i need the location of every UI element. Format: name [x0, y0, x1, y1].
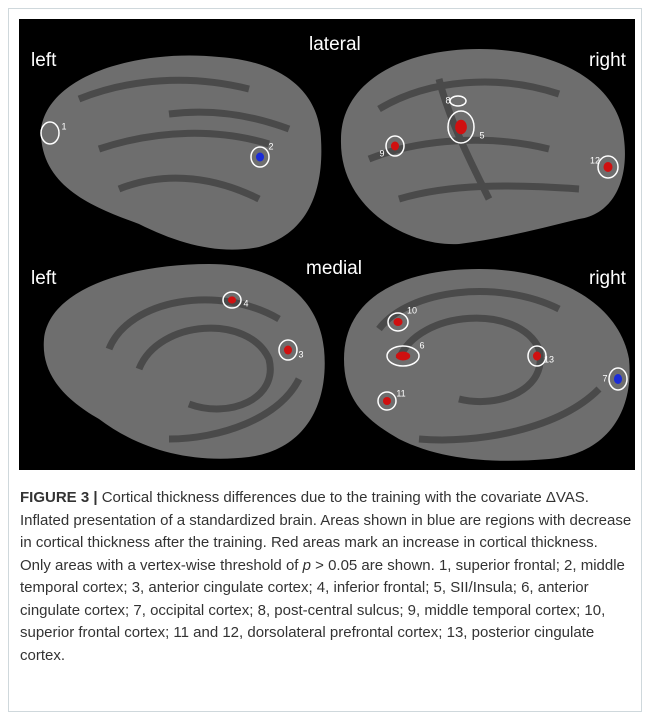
- caption: FIGURE 3 | Cortical thickness difference…: [20, 487, 632, 667]
- marker-label: 10: [407, 305, 417, 315]
- caption-italic: p: [303, 557, 311, 574]
- activation-blob: [614, 374, 622, 384]
- activation-blob: [604, 162, 613, 172]
- activation-blob: [396, 352, 410, 361]
- activation-blob: [284, 346, 292, 355]
- marker-label: 9: [379, 148, 384, 158]
- marker-label: 4: [243, 298, 248, 308]
- panel-label: medial: [306, 258, 362, 279]
- activation-blob: [383, 397, 391, 405]
- brain-panel: left lateral right left medial right 123…: [19, 19, 635, 470]
- marker-label: 8: [445, 95, 450, 105]
- panel-label: right: [589, 268, 627, 289]
- activation-blob: [256, 153, 264, 162]
- marker-label: 11: [396, 388, 405, 398]
- activation-blob: [228, 296, 236, 303]
- marker-label: 12: [590, 155, 600, 165]
- marker-label: 3: [298, 349, 303, 359]
- activation-blob: [394, 318, 403, 326]
- caption-label: FIGURE 3 |: [20, 489, 98, 506]
- brain-lateral-right: [341, 49, 625, 244]
- marker-label: 1: [61, 121, 66, 131]
- panel-label: right: [589, 50, 627, 71]
- activation-blob: [455, 120, 467, 134]
- activation-blob: [533, 352, 541, 361]
- marker-label: 2: [268, 141, 273, 151]
- panel-label: left: [31, 268, 57, 289]
- marker-label: 6: [419, 340, 424, 350]
- activation-blob: [391, 142, 399, 151]
- marker-label: 13: [544, 354, 554, 364]
- panel-label: left: [31, 50, 57, 71]
- panel-label: lateral: [309, 34, 361, 55]
- marker-label: 5: [479, 130, 484, 140]
- marker-label: 7: [602, 373, 607, 383]
